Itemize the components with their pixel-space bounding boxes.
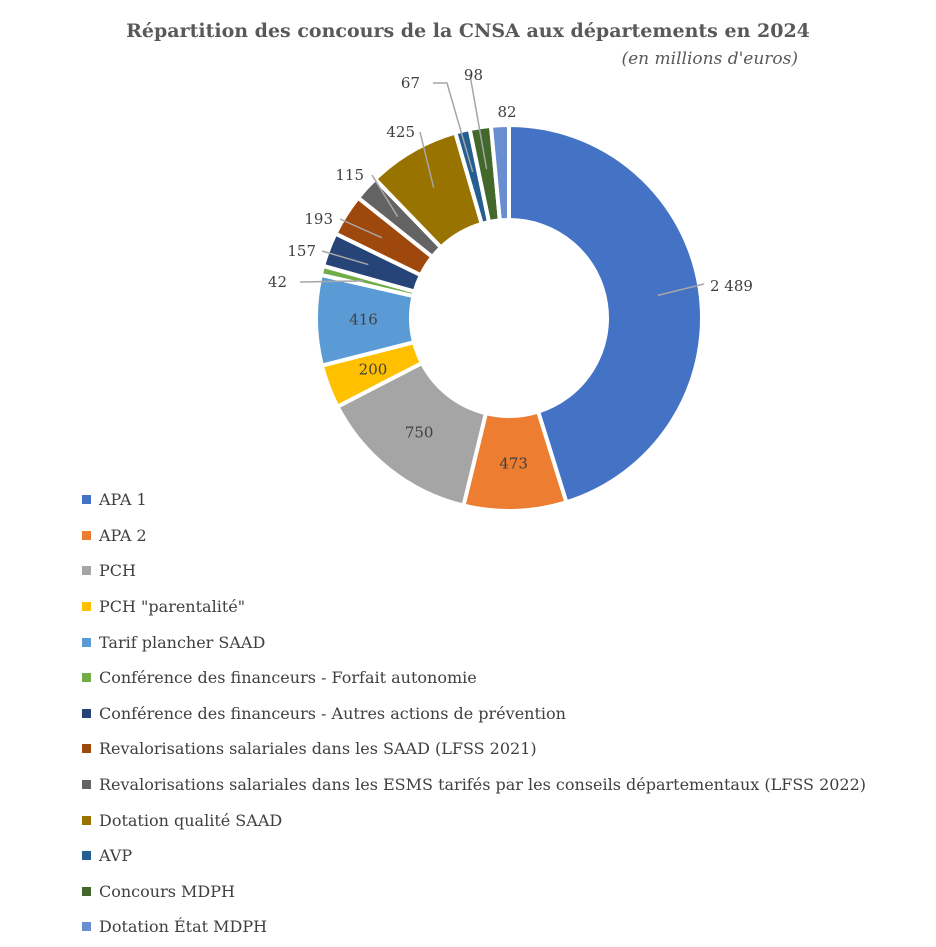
legend: APA 1 APA 2 PCH PCH "parentalité" Tarif plan… — [82, 482, 866, 945]
legend-swatch — [82, 744, 91, 754]
data-label-revalorisations-salariales-dans-les-saad-lfss-2021: 193 — [304, 210, 333, 228]
legend-label: Revalorisations salariales dans les SAAD… — [99, 739, 537, 759]
legend-item-pch: PCH — [82, 553, 866, 589]
legend-item-revalorisations-salariales-dans-les-esms-tarifes-par-les-conseils-departementaux-lfss-2022: Revalorisations salariales dans les ESMS… — [82, 767, 866, 803]
data-label-avp: 67 — [401, 74, 420, 92]
legend-swatch — [82, 780, 91, 790]
legend-item-tarif-plancher-saad: Tarif plancher SAAD — [82, 624, 866, 660]
leader-line-concours-mdph — [469, 74, 488, 170]
legend-item-dotation-qualite-saad: Dotation qualité SAAD — [82, 802, 866, 838]
slice-apa-1 — [507, 122, 704, 505]
leader-line-dotation-qualite-saad — [419, 131, 435, 188]
chart-subtitle: (en millions d'euros) — [621, 49, 798, 69]
legend-swatch — [82, 922, 91, 932]
data-label-dotation-etat-mdph: 82 — [497, 103, 516, 121]
data-label-pch: 750 — [405, 423, 434, 441]
legend-swatch — [82, 886, 91, 896]
legend-label: Revalorisations salariales dans les ESMS… — [99, 775, 867, 795]
legend-swatch — [82, 602, 91, 612]
leader-line-apa-1 — [657, 283, 705, 297]
data-label-apa-2: 473 — [499, 454, 528, 472]
legend-item-apa-2: APA 2 — [82, 518, 866, 554]
legend-item-conference-des-financeurs-forfait-autonomie: Conférence des financeurs - Forfait auto… — [82, 660, 866, 696]
legend-label: Dotation qualité SAAD — [99, 810, 283, 830]
legend-item-concours-mdph: Concours MDPH — [82, 874, 866, 910]
legend-label: Tarif plancher SAAD — [99, 632, 266, 652]
leader-lines — [299, 74, 705, 297]
legend-label: PCH "parentalité" — [99, 597, 246, 617]
slices — [314, 122, 704, 513]
legend-item-revalorisations-salariales-dans-les-saad-lfss-2021: Revalorisations salariales dans les SAAD… — [82, 731, 866, 767]
legend-item-conference-des-financeurs-autres-actions-de-prevention: Conférence des financeurs - Autres actio… — [82, 696, 866, 732]
chart-title: Répartition des concours de la CNSA aux … — [126, 20, 810, 42]
data-label-conference-des-financeurs-autres-actions-de-prevention: 157 — [287, 242, 316, 260]
data-label-dotation-qualite-saad: 425 — [386, 123, 415, 141]
leader-line-conference-des-financeurs-forfait-autonomie — [299, 280, 364, 283]
legend-swatch — [82, 673, 91, 683]
legend-item-pch-parentalite: PCH "parentalité" — [82, 589, 866, 625]
data-label-pch-parentalite: 200 — [359, 361, 388, 379]
legend-label: APA 1 — [99, 490, 147, 510]
legend-label: Dotation État MDPH — [99, 917, 268, 937]
legend-label: Conférence des financeurs - Autres actio… — [99, 703, 566, 723]
data-label-conference-des-financeurs-forfait-autonomie: 42 — [268, 273, 287, 291]
legend-label: PCH — [99, 561, 136, 581]
legend-item-dotation-etat-mdph: Dotation État MDPH — [82, 909, 866, 945]
legend-swatch — [82, 566, 91, 576]
legend-swatch — [82, 495, 91, 505]
slice-dotation-etat-mdph — [488, 122, 511, 223]
legend-swatch — [82, 815, 91, 825]
legend-swatch — [82, 637, 91, 647]
legend-swatch — [82, 708, 91, 718]
data-label-revalorisations-salariales-dans-les-esms-tarifes-par-les-conseils-departementaux-lfss-2022: 115 — [335, 166, 364, 184]
leader-line-avp — [433, 82, 474, 173]
leader-line-revalorisations-salariales-dans-les-saad-lfss-2021 — [339, 218, 383, 239]
leader-line-conference-des-financeurs-autres-actions-de-prevention — [321, 250, 369, 266]
legend-swatch — [82, 851, 91, 861]
leader-line-revalorisations-salariales-dans-les-esms-tarifes-par-les-conseils-departementaux-lfss-2022 — [371, 174, 399, 218]
legend-item-avp: AVP — [82, 838, 866, 874]
data-label-concours-mdph: 98 — [464, 66, 483, 84]
legend-label: APA 2 — [99, 525, 147, 545]
legend-label: Conférence des financeurs - Forfait auto… — [99, 668, 477, 688]
data-label-tarif-plancher-saad: 416 — [349, 311, 378, 329]
legend-swatch — [82, 530, 91, 540]
data-label-apa-1: 2 489 — [710, 277, 753, 295]
legend-item-apa-1: APA 1 — [82, 482, 866, 518]
legend-label: Concours MDPH — [99, 881, 235, 901]
legend-label: AVP — [99, 846, 133, 866]
